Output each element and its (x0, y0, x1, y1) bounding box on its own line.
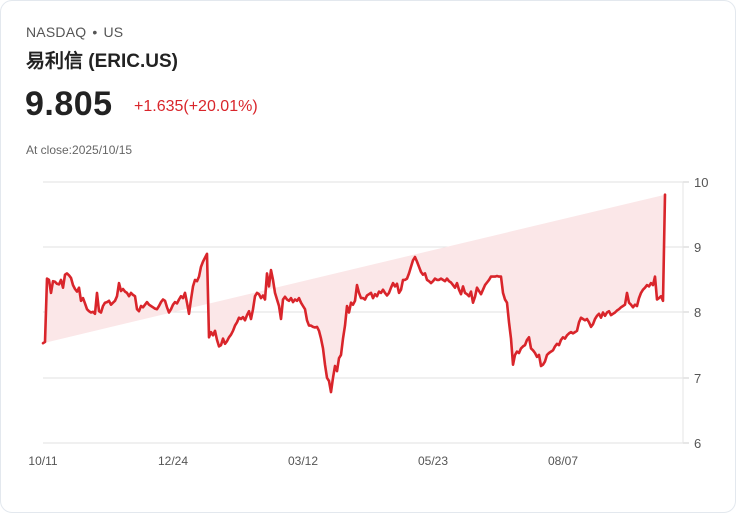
x-tick-label: 08/07 (548, 454, 578, 468)
stock-title: 易利信 (ERIC.US) (26, 51, 179, 72)
y-tick-label: 10 (694, 175, 708, 190)
market-label: US (103, 24, 124, 40)
x-tick-label: 10/11 (28, 454, 57, 468)
x-tick-label: 03/12 (288, 454, 318, 468)
y-tick-label: 9 (694, 240, 701, 255)
separator-dot: • (92, 24, 98, 40)
y-tick-label: 8 (694, 305, 701, 320)
price-change: +1.635(+20.01%) (134, 98, 258, 115)
exchange-label: NASDAQ (26, 24, 87, 40)
x-tick-label: 12/24 (158, 454, 188, 468)
x-tick-label: 05/23 (418, 454, 448, 468)
y-tick-label: 7 (694, 371, 701, 386)
current-price: 9.805 (25, 85, 113, 123)
price-area-fill (43, 194, 665, 393)
exchange-info: NASDAQ • US (26, 24, 123, 40)
y-tick-label: 6 (694, 436, 701, 451)
x-axis: 10/11 12/24 03/12 05/23 08/07 (28, 454, 578, 468)
y-axis: 10 9 8 7 6 (694, 175, 708, 451)
price-line (41, 193, 667, 394)
close-date: At close:2025/10/15 (26, 143, 133, 157)
